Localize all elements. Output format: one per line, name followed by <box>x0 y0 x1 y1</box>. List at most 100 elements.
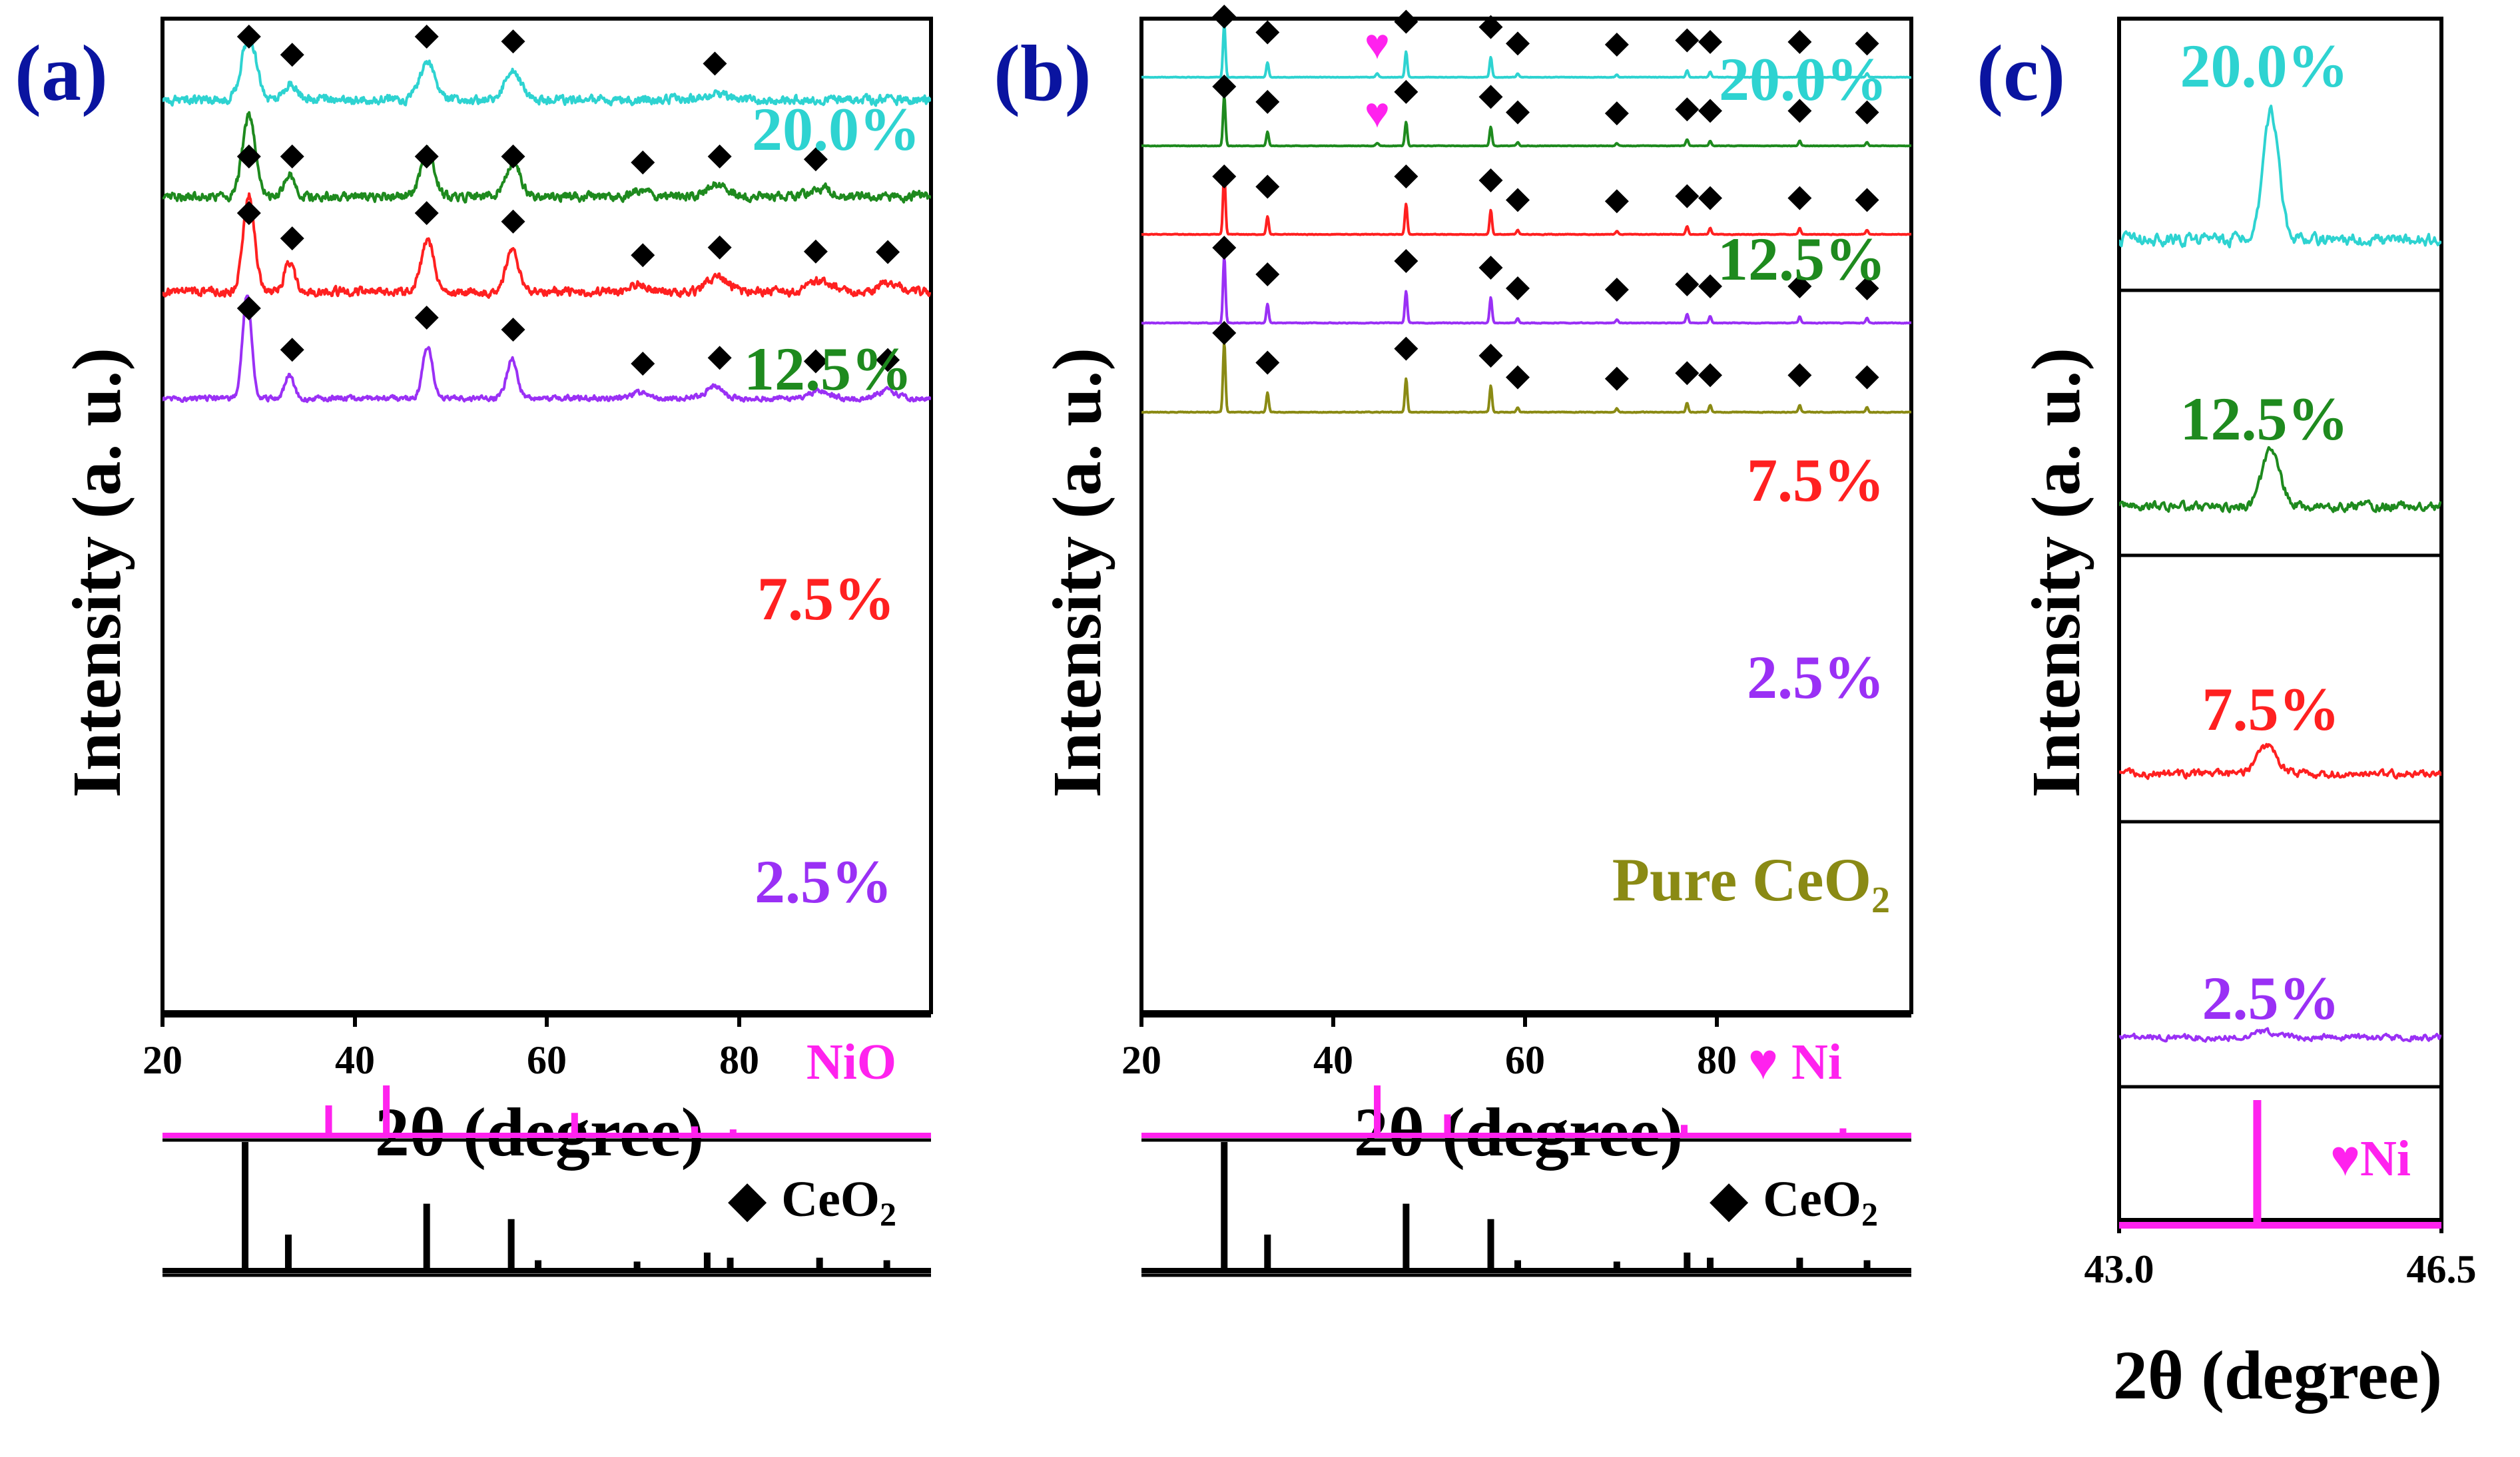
diamond-marker-b-1-0 <box>1212 75 1237 99</box>
panel-b: (b) Intensity (a. u.) 20 40 60 80 2θ (de… <box>994 5 1913 1277</box>
diamond-marker-a-1-1 <box>280 145 304 168</box>
diamond-marker-a-0-1 <box>280 43 304 67</box>
panel-b-xlabel: 2θ (degree) <box>1354 1094 1683 1171</box>
tick-label-b-20: 20 <box>1121 1038 1161 1082</box>
curve-b-12-5pct <box>1141 95 1911 148</box>
label-b-pure-ceo2: Pure CeO2 <box>1612 846 1890 921</box>
label-c-12-5pct: 12.5% <box>2180 385 2349 453</box>
diamond-marker-b-4-9 <box>1855 365 1879 390</box>
diamond-marker-a-0-4 <box>703 51 727 76</box>
curve-c-7-5pct <box>2119 742 2441 780</box>
diamond-marker-b-0-5 <box>1604 33 1629 57</box>
diamond-marker-b-4-3 <box>1478 344 1503 368</box>
diamond-marker-a-3-7 <box>876 348 900 372</box>
diamond-marker-b-3-6 <box>1675 272 1700 296</box>
diamond-marker-b-1-3 <box>1478 85 1503 109</box>
curve-b-pure-ceo2 <box>1141 342 1911 414</box>
diamond-marker-b-1-2 <box>1394 80 1418 104</box>
diamond-marker-a-1-6 <box>803 147 828 172</box>
ref-b-ni-symbol: ♥ <box>1748 1034 1778 1090</box>
tick-label-b-60: 60 <box>1505 1038 1545 1082</box>
diamond-marker-b-2-6 <box>1675 184 1700 208</box>
curve-c-12-5pct <box>2119 445 2441 513</box>
diamond-marker-b-2-3 <box>1478 168 1503 192</box>
ref-a-ceo2-text: CeO <box>781 1171 880 1227</box>
diamond-marker-b-4-5 <box>1604 366 1629 391</box>
panel-b-ylabel: Intensity (a. u.) <box>1039 348 1115 798</box>
panel-a: (a) Intensity (a. u.) 20 40 60 80 2θ (de… <box>15 17 933 1277</box>
ref-b-ni-text: Ni <box>1791 1034 1842 1090</box>
diamond-marker-a-2-3 <box>501 209 525 234</box>
diamond-marker-a-3-6 <box>803 349 828 374</box>
ref-b-ceo2-label: ◆ CeO2 <box>1710 1171 1878 1233</box>
panel-b-diamond-markers: ♥♥ <box>1212 5 1879 391</box>
diamond-marker-b-4-0 <box>1212 321 1237 345</box>
diamond-marker-b-3-9 <box>1855 276 1879 300</box>
diamond-marker-b-2-0 <box>1212 164 1237 188</box>
tick-label-c-46-5: 46.5 <box>2407 1247 2477 1291</box>
ref-c-ni-symbol: ♥ <box>2330 1131 2360 1187</box>
diamond-marker-b-1-5 <box>1604 101 1629 126</box>
label-a-12-5pct: 12.5% <box>744 335 912 403</box>
panel-a-label: (a) <box>15 29 108 117</box>
ref-a-nio-label: NiO <box>806 1034 896 1090</box>
curve-a-2-5pct <box>162 294 931 404</box>
heart-marker-b-0-0: ♥ <box>1365 21 1390 68</box>
diamond-marker-b-0-8 <box>1787 30 1812 54</box>
curve-b-20pct <box>1141 23 1911 79</box>
diamond-marker-a-3-1 <box>280 338 304 362</box>
panel-c: (c) Intensity (a. u.) 43.0 46.5 2θ (degr… <box>1977 17 2477 1414</box>
diamond-marker-b-3-0 <box>1212 236 1237 260</box>
ref-b-ceo2-symbol: ◆ <box>1710 1171 1749 1227</box>
curve-a-7-5pct <box>162 192 931 299</box>
panel-a-ceo2-sticks <box>162 1142 931 1273</box>
ref-c-ni-text: Ni <box>2360 1131 2411 1187</box>
diamond-marker-b-2-5 <box>1604 189 1629 214</box>
diamond-marker-b-0-2 <box>1394 9 1418 34</box>
panel-a-ylabel: Intensity (a. u.) <box>59 348 135 798</box>
label-b-pure-ceo2-sub: 2 <box>1871 880 1890 921</box>
diamond-marker-a-1-4 <box>631 150 655 174</box>
ref-a-ceo2-label: ◆ CeO2 <box>728 1171 896 1233</box>
diamond-marker-a-2-4 <box>631 243 655 268</box>
diamond-marker-a-2-0 <box>236 201 261 225</box>
diamond-marker-b-4-4 <box>1505 365 1530 390</box>
diamond-marker-b-0-3 <box>1478 15 1503 39</box>
diamond-marker-b-1-8 <box>1787 99 1812 123</box>
ref-a-ceo2-symbol: ◆ <box>728 1171 767 1227</box>
diamond-marker-b-1-7 <box>1698 99 1722 123</box>
panel-b-label: (b) <box>994 29 1092 117</box>
label-c-2-5pct: 2.5% <box>2202 964 2340 1032</box>
diamond-marker-b-2-7 <box>1698 186 1722 210</box>
diamond-marker-b-4-7 <box>1698 363 1722 388</box>
curve-c-2-5pct <box>2119 1027 2441 1043</box>
diamond-marker-b-3-7 <box>1698 274 1722 298</box>
diamond-marker-a-2-5 <box>707 235 732 260</box>
tick-label-a-20: 20 <box>143 1038 182 1082</box>
diamond-marker-b-3-8 <box>1787 274 1812 298</box>
label-b-2-5pct: 2.5% <box>1747 643 1885 711</box>
curve-a-20pct <box>162 35 931 107</box>
label-b-pure-ceo2-text: Pure CeO <box>1612 846 1871 914</box>
panel-a-diamond-markers <box>236 25 900 376</box>
label-a-2-5pct: 2.5% <box>755 848 892 916</box>
ref-a-ceo2-sub: 2 <box>880 1195 896 1233</box>
diamond-marker-a-3-0 <box>236 296 261 320</box>
diamond-marker-b-0-0 <box>1212 5 1237 29</box>
panel-c-label: (c) <box>1977 29 2065 117</box>
ref-b-ni-label: ♥ Ni <box>1748 1034 1842 1090</box>
diamond-marker-a-3-4 <box>631 352 655 376</box>
diamond-marker-b-3-3 <box>1478 256 1503 280</box>
diamond-marker-b-4-1 <box>1255 350 1280 375</box>
diamond-marker-b-2-2 <box>1394 164 1418 188</box>
diamond-marker-b-1-1 <box>1255 90 1280 114</box>
ref-b-ceo2-sub: 2 <box>1861 1195 1878 1233</box>
panel-b-ceo2-sticks <box>1141 1142 1911 1273</box>
diamond-marker-b-4-8 <box>1787 363 1812 388</box>
curve-b-7-5pct <box>1141 170 1911 236</box>
diamond-marker-b-1-6 <box>1675 97 1700 122</box>
diamond-marker-b-3-5 <box>1604 278 1629 302</box>
diamond-marker-b-0-9 <box>1855 31 1879 56</box>
label-b-7-5pct: 7.5% <box>1747 446 1885 514</box>
